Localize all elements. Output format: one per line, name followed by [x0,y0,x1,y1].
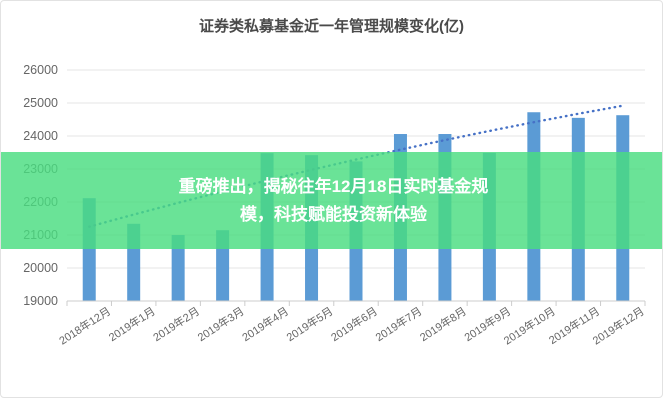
svg-text:24000: 24000 [23,129,58,143]
svg-text:2019年2月: 2019年2月 [150,304,202,344]
svg-text:2018年12月: 2018年12月 [56,304,113,348]
svg-text:20000: 20000 [23,261,58,275]
svg-text:2019年3月: 2019年3月 [195,304,247,344]
svg-text:19000: 19000 [23,294,58,308]
svg-text:26000: 26000 [23,63,58,77]
svg-text:2019年7月: 2019年7月 [373,304,425,344]
svg-text:2019年5月: 2019年5月 [284,304,336,344]
svg-text:2019年8月: 2019年8月 [417,304,469,344]
svg-text:2019年1月: 2019年1月 [106,304,158,344]
svg-text:2019年4月: 2019年4月 [239,304,291,344]
svg-text:25000: 25000 [23,96,58,110]
svg-text:2019年6月: 2019年6月 [328,304,380,344]
